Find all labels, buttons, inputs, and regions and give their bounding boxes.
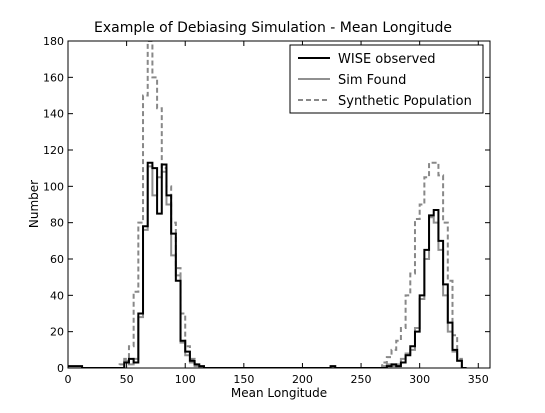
plot-frame [67,40,491,369]
x-tick-label: 350 [468,373,489,386]
x-axis-label: Mean Longitude [231,386,327,400]
y-tick-label: 100 [43,180,64,193]
y-axis: 0 20 40 60 80 100 120 140 160 180 [43,35,490,375]
y-tick-label: 40 [50,289,64,302]
x-tick-label: 250 [351,373,372,386]
x-tick-label: 0 [65,373,72,386]
legend-label-2: Synthetic Population [338,94,472,109]
y-tick-label: 60 [50,253,64,266]
x-tick-label: 100 [175,373,196,386]
series-line-0 [68,161,467,368]
legend-label-0: WISE observed [338,52,436,67]
plot-area [68,41,467,368]
y-axis-label: Number [27,180,41,228]
x-tick-label: 150 [233,373,254,386]
y-tick-label: 160 [43,71,64,84]
y-tick-label: 80 [50,217,64,230]
legend-label-1: Sim Found [338,73,406,88]
y-tick-label: 120 [43,144,64,157]
legend: WISE observed Sim Found Synthetic Populati… [289,44,484,114]
x-tick-label: 50 [120,373,134,386]
y-tick-label: 0 [57,362,64,375]
y-tick-label: 20 [50,326,64,339]
y-tick-label: 140 [43,108,64,121]
chart-title: Example of Debiasing Simulation - Mean L… [94,20,452,36]
y-tick-label: 180 [43,35,64,48]
x-tick-label: 200 [292,373,313,386]
x-tick-label: 300 [409,373,430,386]
x-axis: 0 50 100 150 200 250 300 350 [65,41,489,386]
